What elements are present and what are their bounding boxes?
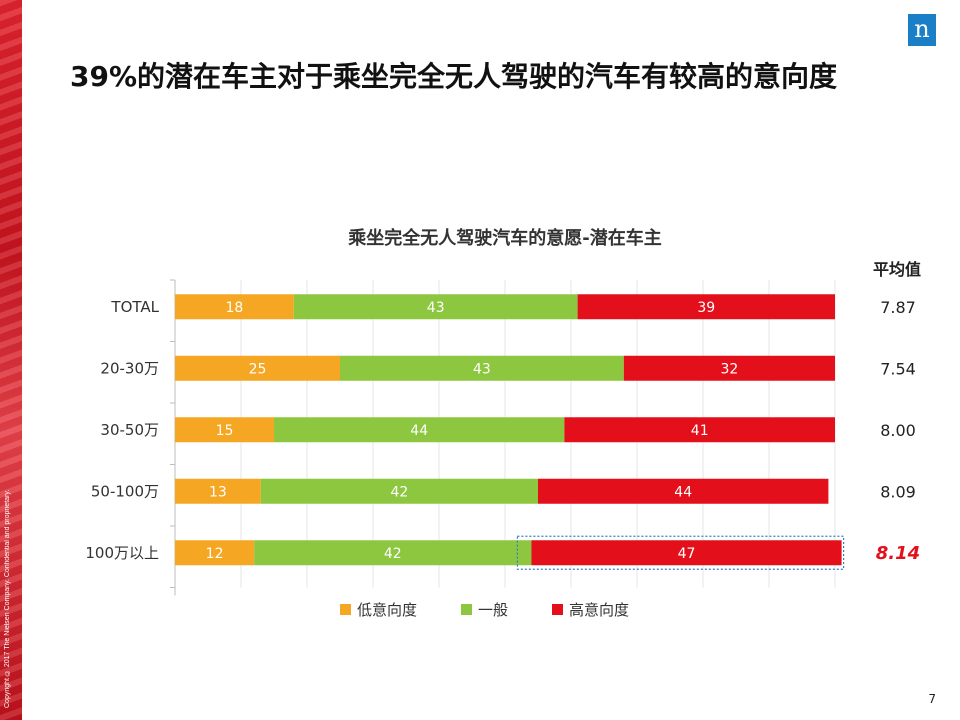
data-label: 39 [697,300,715,316]
legend-swatch-high [552,603,564,615]
legend-label-neutral: 一般 [478,600,509,619]
average-value: 8.14 [876,543,920,564]
bar-segment [538,478,829,504]
data-label: 42 [384,546,402,562]
legend-item-neutral: 一般 [461,599,508,620]
category-label: 100万以上 [85,544,159,562]
legend-swatch-low [340,603,351,615]
bar-segment [175,355,340,381]
slide-title: 39%的潜在车主对于乘坐完全无人驾驶的汽车有较高的意向度 [70,60,838,93]
legend-item-low: 低意向度 [340,599,417,620]
data-label: 18 [225,300,243,316]
left-decorative-strip [0,0,22,720]
highlight-frame [516,535,845,570]
bar-segment [175,294,294,320]
category-label: TOTAL [110,298,159,316]
chart-title: 乘坐完全无人驾驶汽车的意愿-潜在车主 [348,228,662,249]
bar-segment [254,540,532,566]
data-label: 43 [473,361,491,377]
bar-segment [564,417,835,443]
data-label: 32 [720,361,738,377]
average-column-header: 平均值 [872,260,921,279]
data-label: 25 [249,361,267,377]
data-label: 41 [691,423,709,439]
data-label: 42 [390,484,408,500]
average-value: 8.09 [880,482,916,501]
legend-item-high: 高意向度 [552,599,629,620]
chart-legend: 低意向度 一般 高意向度 [340,598,673,620]
bar-segment [175,478,261,504]
bar-segment [175,540,255,566]
bar-segment [623,355,835,381]
legend-swatch-neutral [461,603,473,615]
bar-segment [175,417,274,443]
nielsen-logo: n [908,14,936,46]
bar-segment [274,417,565,443]
average-value: 7.54 [880,359,916,378]
average-value: 7.87 [880,298,916,317]
data-label: 47 [678,546,696,562]
bar-segment [260,478,538,504]
data-label: 43 [427,300,445,316]
bar-segment [340,355,624,381]
page-number: 7 [928,692,936,706]
bar-segment [577,294,835,320]
bar-segment [531,540,842,566]
data-label: 13 [209,484,227,500]
data-label: 15 [216,423,234,439]
bar-segment [293,294,578,320]
data-label: 44 [674,484,692,500]
legend-label-low: 低意向度 [357,600,418,619]
average-value: 8.00 [880,421,916,440]
category-label: 30-50万 [100,421,159,439]
legend-label-high: 高意向度 [569,600,630,619]
category-label: 20-30万 [100,359,159,377]
data-label: 44 [410,423,428,439]
category-label: 50-100万 [91,482,159,500]
data-label: 12 [206,546,224,562]
